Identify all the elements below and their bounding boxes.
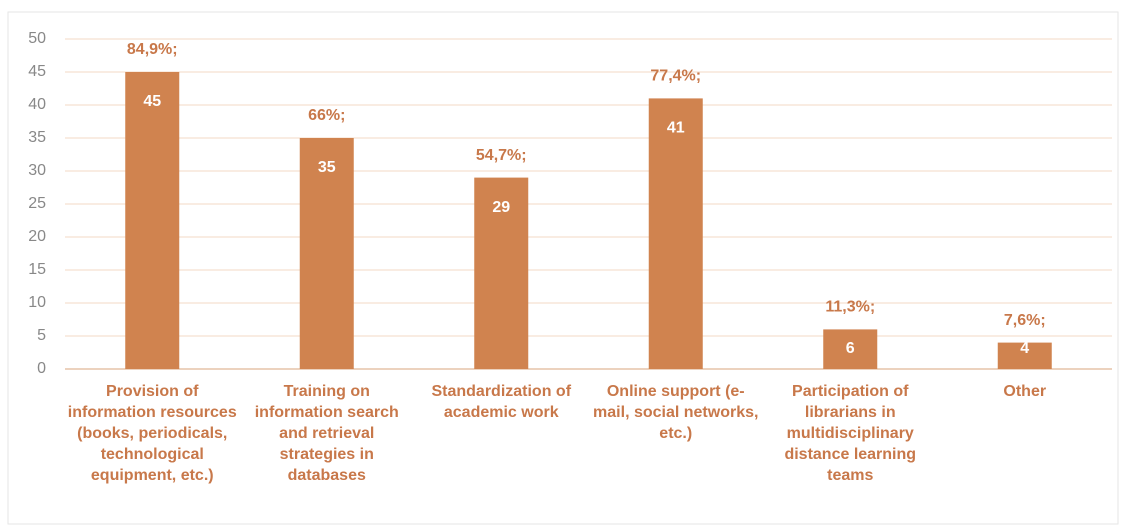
bar bbox=[823, 329, 878, 369]
y-tick-label: 20 bbox=[28, 228, 46, 245]
y-tick-label: 5 bbox=[37, 327, 46, 344]
value-label: 35 bbox=[318, 159, 336, 176]
value-label: 45 bbox=[143, 93, 161, 110]
value-label: 4 bbox=[1020, 340, 1029, 357]
bar bbox=[997, 342, 1052, 369]
bar bbox=[474, 177, 529, 369]
x-tick-label: Training on information search and retri… bbox=[254, 383, 399, 484]
x-tick-label: Other bbox=[1003, 383, 1047, 400]
percent-label: 84,9%; bbox=[127, 41, 178, 58]
bar bbox=[648, 98, 703, 370]
y-tick-label: 10 bbox=[28, 294, 46, 311]
value-label: 29 bbox=[492, 199, 510, 216]
percent-label: 11,3%; bbox=[825, 299, 875, 316]
percent-label: 54,7%; bbox=[476, 147, 527, 164]
value-label: 6 bbox=[846, 340, 855, 357]
x-tick-label: Provision of information resources (book… bbox=[67, 383, 237, 484]
y-tick-label: 45 bbox=[28, 63, 46, 80]
x-tick-label: Online support (e-mail, social networks,… bbox=[593, 383, 759, 442]
y-tick-label: 15 bbox=[28, 261, 46, 278]
percent-label: 7,6%; bbox=[1004, 312, 1046, 329]
y-tick-label: 40 bbox=[28, 96, 46, 113]
percent-label: 66%; bbox=[308, 107, 345, 124]
percent-label: 77,4%; bbox=[650, 68, 701, 85]
y-tick-label: 50 bbox=[28, 30, 46, 47]
y-tick-label: 25 bbox=[28, 195, 46, 212]
chart-border bbox=[7, 11, 1119, 525]
bar bbox=[299, 138, 354, 369]
y-tick-label: 35 bbox=[28, 129, 46, 146]
x-tick-label: Standardization of academic work bbox=[431, 383, 572, 421]
y-tick-label: 0 bbox=[37, 360, 46, 377]
y-tick-label: 30 bbox=[28, 162, 46, 179]
x-tick-label: Participation of librarians in multidisc… bbox=[784, 383, 917, 484]
value-label: 41 bbox=[667, 120, 685, 137]
bar bbox=[125, 72, 180, 369]
